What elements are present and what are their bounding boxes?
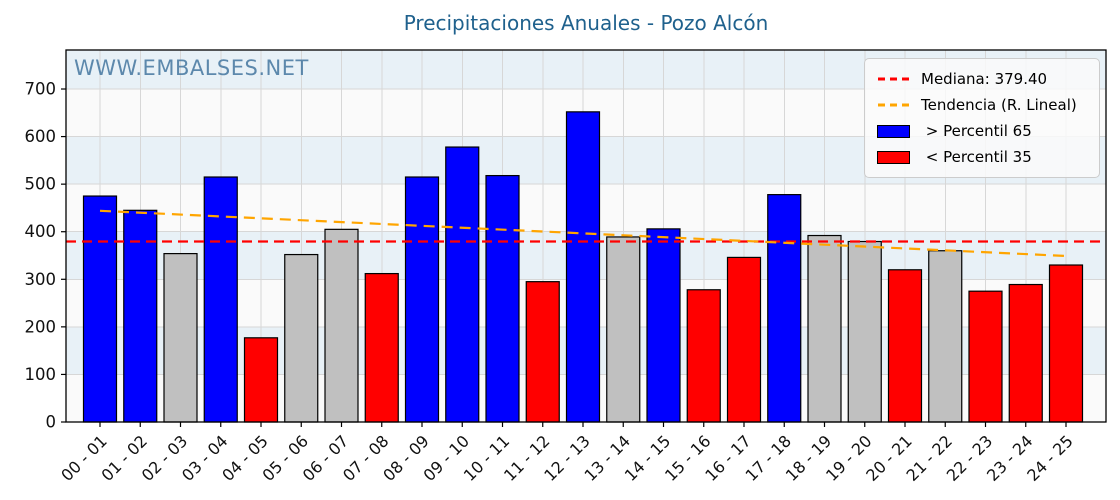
- bar-09-10: [445, 146, 480, 423]
- y-tick-label: 400: [25, 222, 57, 241]
- x-tick-label: 24 - 25: [1023, 431, 1077, 485]
- bar-12-13: [565, 111, 601, 423]
- median-line-swatch: [873, 76, 915, 82]
- bar-20-21: [887, 269, 923, 423]
- legend-label-p35: < Percentil 35: [921, 148, 1032, 166]
- bar-01-02: [123, 209, 158, 423]
- y-tick-label: 500: [25, 175, 57, 194]
- legend-label-median: Mediana: 379.40: [921, 70, 1048, 88]
- bar-16-17: [726, 256, 762, 423]
- legend: Mediana: 379.40 Tendencia (R. Lineal) > …: [864, 58, 1100, 178]
- bar-08-09: [404, 176, 440, 423]
- bar-04-05: [243, 337, 279, 423]
- legend-item-trend: Tendencia (R. Lineal): [873, 92, 1091, 118]
- bar-06-07: [324, 228, 359, 423]
- plot-spines: [65, 49, 1107, 423]
- bar-19-20: [847, 240, 882, 423]
- bar-23-24: [1008, 283, 1043, 423]
- bar-21-22: [928, 250, 963, 423]
- bar-05-06: [284, 253, 319, 423]
- p35-patch-swatch: [873, 150, 915, 164]
- chart-title: Precipitaciones Anuales - Pozo Alcón: [403, 11, 769, 35]
- y-tick-label: 600: [25, 127, 57, 146]
- bar-18-19: [807, 234, 842, 423]
- y-tick-label: 200: [25, 317, 57, 336]
- legend-label-p65: > Percentil 65: [921, 122, 1032, 140]
- bar-15-16: [686, 289, 721, 423]
- legend-item-p35: < Percentil 35: [873, 144, 1091, 170]
- bar-00-01: [82, 195, 118, 423]
- legend-item-median: Mediana: 379.40: [873, 66, 1091, 92]
- y-tick-label: 0: [46, 413, 57, 432]
- bar-24-25: [1048, 264, 1084, 423]
- bar-22-23: [968, 290, 1003, 423]
- bar-13-14: [606, 236, 641, 423]
- bar-07-08: [364, 272, 399, 423]
- bar-14-15: [646, 228, 681, 423]
- watermark: WWW.EMBALSES.NET: [74, 56, 309, 80]
- bar-02-03: [163, 253, 198, 423]
- p65-patch-swatch: [873, 124, 915, 138]
- y-tick-label: 700: [25, 80, 57, 99]
- bar-10-11: [485, 174, 520, 423]
- bar-11-12: [525, 281, 560, 423]
- y-tick-label: 100: [25, 365, 57, 384]
- legend-item-p65: > Percentil 65: [873, 118, 1091, 144]
- bar-17-18: [767, 194, 802, 423]
- legend-label-trend: Tendencia (R. Lineal): [921, 96, 1077, 114]
- y-tick-label: 300: [25, 270, 57, 289]
- bar-03-04: [203, 176, 238, 423]
- trend-line-swatch: [873, 102, 915, 108]
